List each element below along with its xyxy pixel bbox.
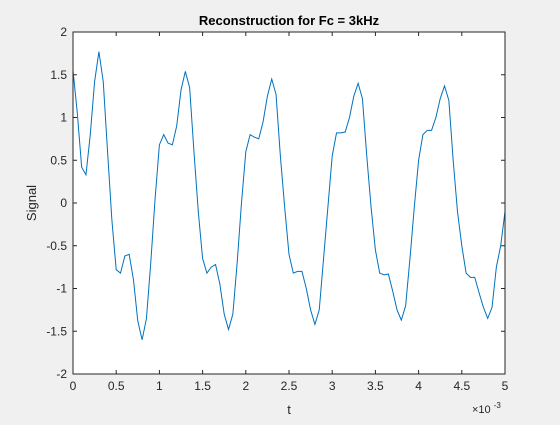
x-tick-label: 0.5 bbox=[108, 379, 125, 393]
x-tick-label: 2 bbox=[242, 379, 249, 393]
y-tick-label: 1.5 bbox=[50, 68, 67, 82]
x-tick-label: 4.5 bbox=[453, 379, 470, 393]
chart-title: Reconstruction for Fc = 3kHz bbox=[199, 13, 380, 28]
y-axis-label: Signal bbox=[24, 185, 39, 221]
y-tick-label: -0.5 bbox=[46, 239, 67, 253]
x-tick-label: 0 bbox=[70, 379, 77, 393]
y-tick-label: 2 bbox=[60, 25, 67, 39]
series-line bbox=[72, 51, 506, 340]
x-tick-label: 1.5 bbox=[194, 379, 211, 393]
x-tick-label: 2.5 bbox=[281, 379, 298, 393]
x-tick-label: 1 bbox=[156, 379, 163, 393]
ticks-layer: 0 0.5 1 1.5 2 2.5 3 3.5 4 4.5 5 -2 -1.5 -1 -0.5 0 0.5 1 1.… bbox=[46, 25, 508, 393]
y-tick-label: -1 bbox=[56, 282, 67, 296]
x-axis-multiplier: ×10 -3 bbox=[472, 401, 501, 416]
x-axis-label: t bbox=[287, 402, 291, 417]
x-tick-label: 3.5 bbox=[367, 379, 384, 393]
y-tick-label: -2 bbox=[56, 367, 67, 381]
x-tick-label: 5 bbox=[502, 379, 509, 393]
x-tick-label: 4 bbox=[415, 379, 422, 393]
x-multiplier-base: ×10 bbox=[472, 404, 491, 416]
y-tick-label: 0 bbox=[60, 196, 67, 210]
y-tick-label: 1 bbox=[60, 111, 67, 125]
x-tick-label: 3 bbox=[329, 379, 336, 393]
y-tick-label: -1.5 bbox=[46, 324, 67, 338]
y-tick-label: 0.5 bbox=[50, 153, 67, 167]
plot-area bbox=[73, 32, 505, 374]
x-multiplier-exponent: -3 bbox=[494, 401, 502, 410]
axes-box bbox=[72, 31, 506, 375]
